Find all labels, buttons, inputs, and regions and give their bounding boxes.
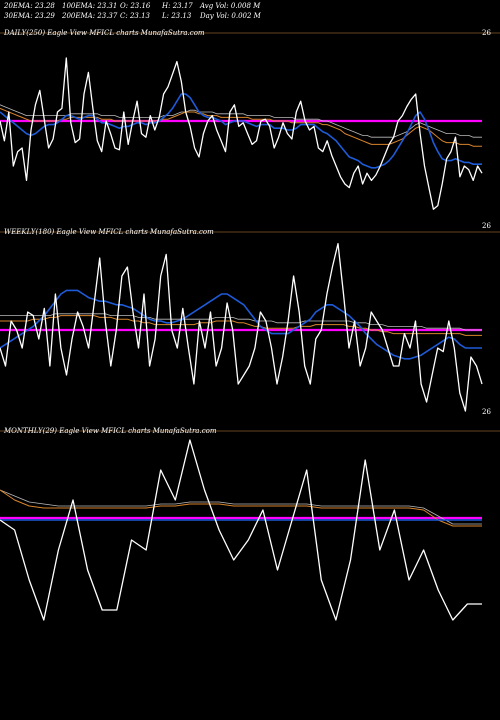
daily-ema-mid-line (0, 104, 482, 138)
weekly-price-bottom: 26 (482, 408, 491, 416)
close-label: C: 23.13 (120, 12, 150, 20)
weekly-ema-mid-line (0, 313, 482, 331)
low-label: L: 23.13 (162, 12, 192, 20)
monthly-ema-mid-line (0, 489, 482, 525)
ema30-label: 30EMA: 23.29 (4, 12, 55, 20)
weekly-price-line (0, 242, 483, 412)
daily-ema-fast-line (0, 93, 482, 169)
monthly-ema-slow-line (0, 489, 482, 527)
daily-panel-title: DAILY(250) Eagle View MFICL charts Munaf… (4, 29, 205, 37)
monthly-panel-title: MONTHLY(29) Eagle View MFICL charts Muna… (4, 427, 217, 435)
ema200-label: 200EMA: 23.37 (62, 12, 118, 20)
high-label: H: 23.17 (162, 2, 193, 10)
weekly-ema-fast-line (0, 289, 482, 360)
ema100-label: 100EMA: 23.31 (62, 2, 118, 10)
open-label: O: 23.16 (120, 2, 151, 10)
day-vol-label: Day Vol: 0.002 M (200, 12, 261, 20)
indicator-header: 20EMA: 23.28 100EMA: 23.31 O: 23.16 H: 2… (0, 0, 500, 22)
weekly-ema-slow-line (0, 315, 482, 336)
daily-ema-slow-line (0, 107, 482, 147)
weekly-panel-title: WEEKLY(180) Eagle View MFICL charts Muna… (4, 228, 214, 236)
daily-price-bottom: 26 (482, 222, 491, 230)
avg-vol-label: Avg Vol: 0.008 M (200, 2, 261, 10)
monthly-price-line (0, 439, 482, 621)
ema20-label: 20EMA: 23.28 (4, 2, 55, 10)
daily-price-top: 26 (482, 29, 491, 37)
daily-price-line (0, 57, 483, 210)
